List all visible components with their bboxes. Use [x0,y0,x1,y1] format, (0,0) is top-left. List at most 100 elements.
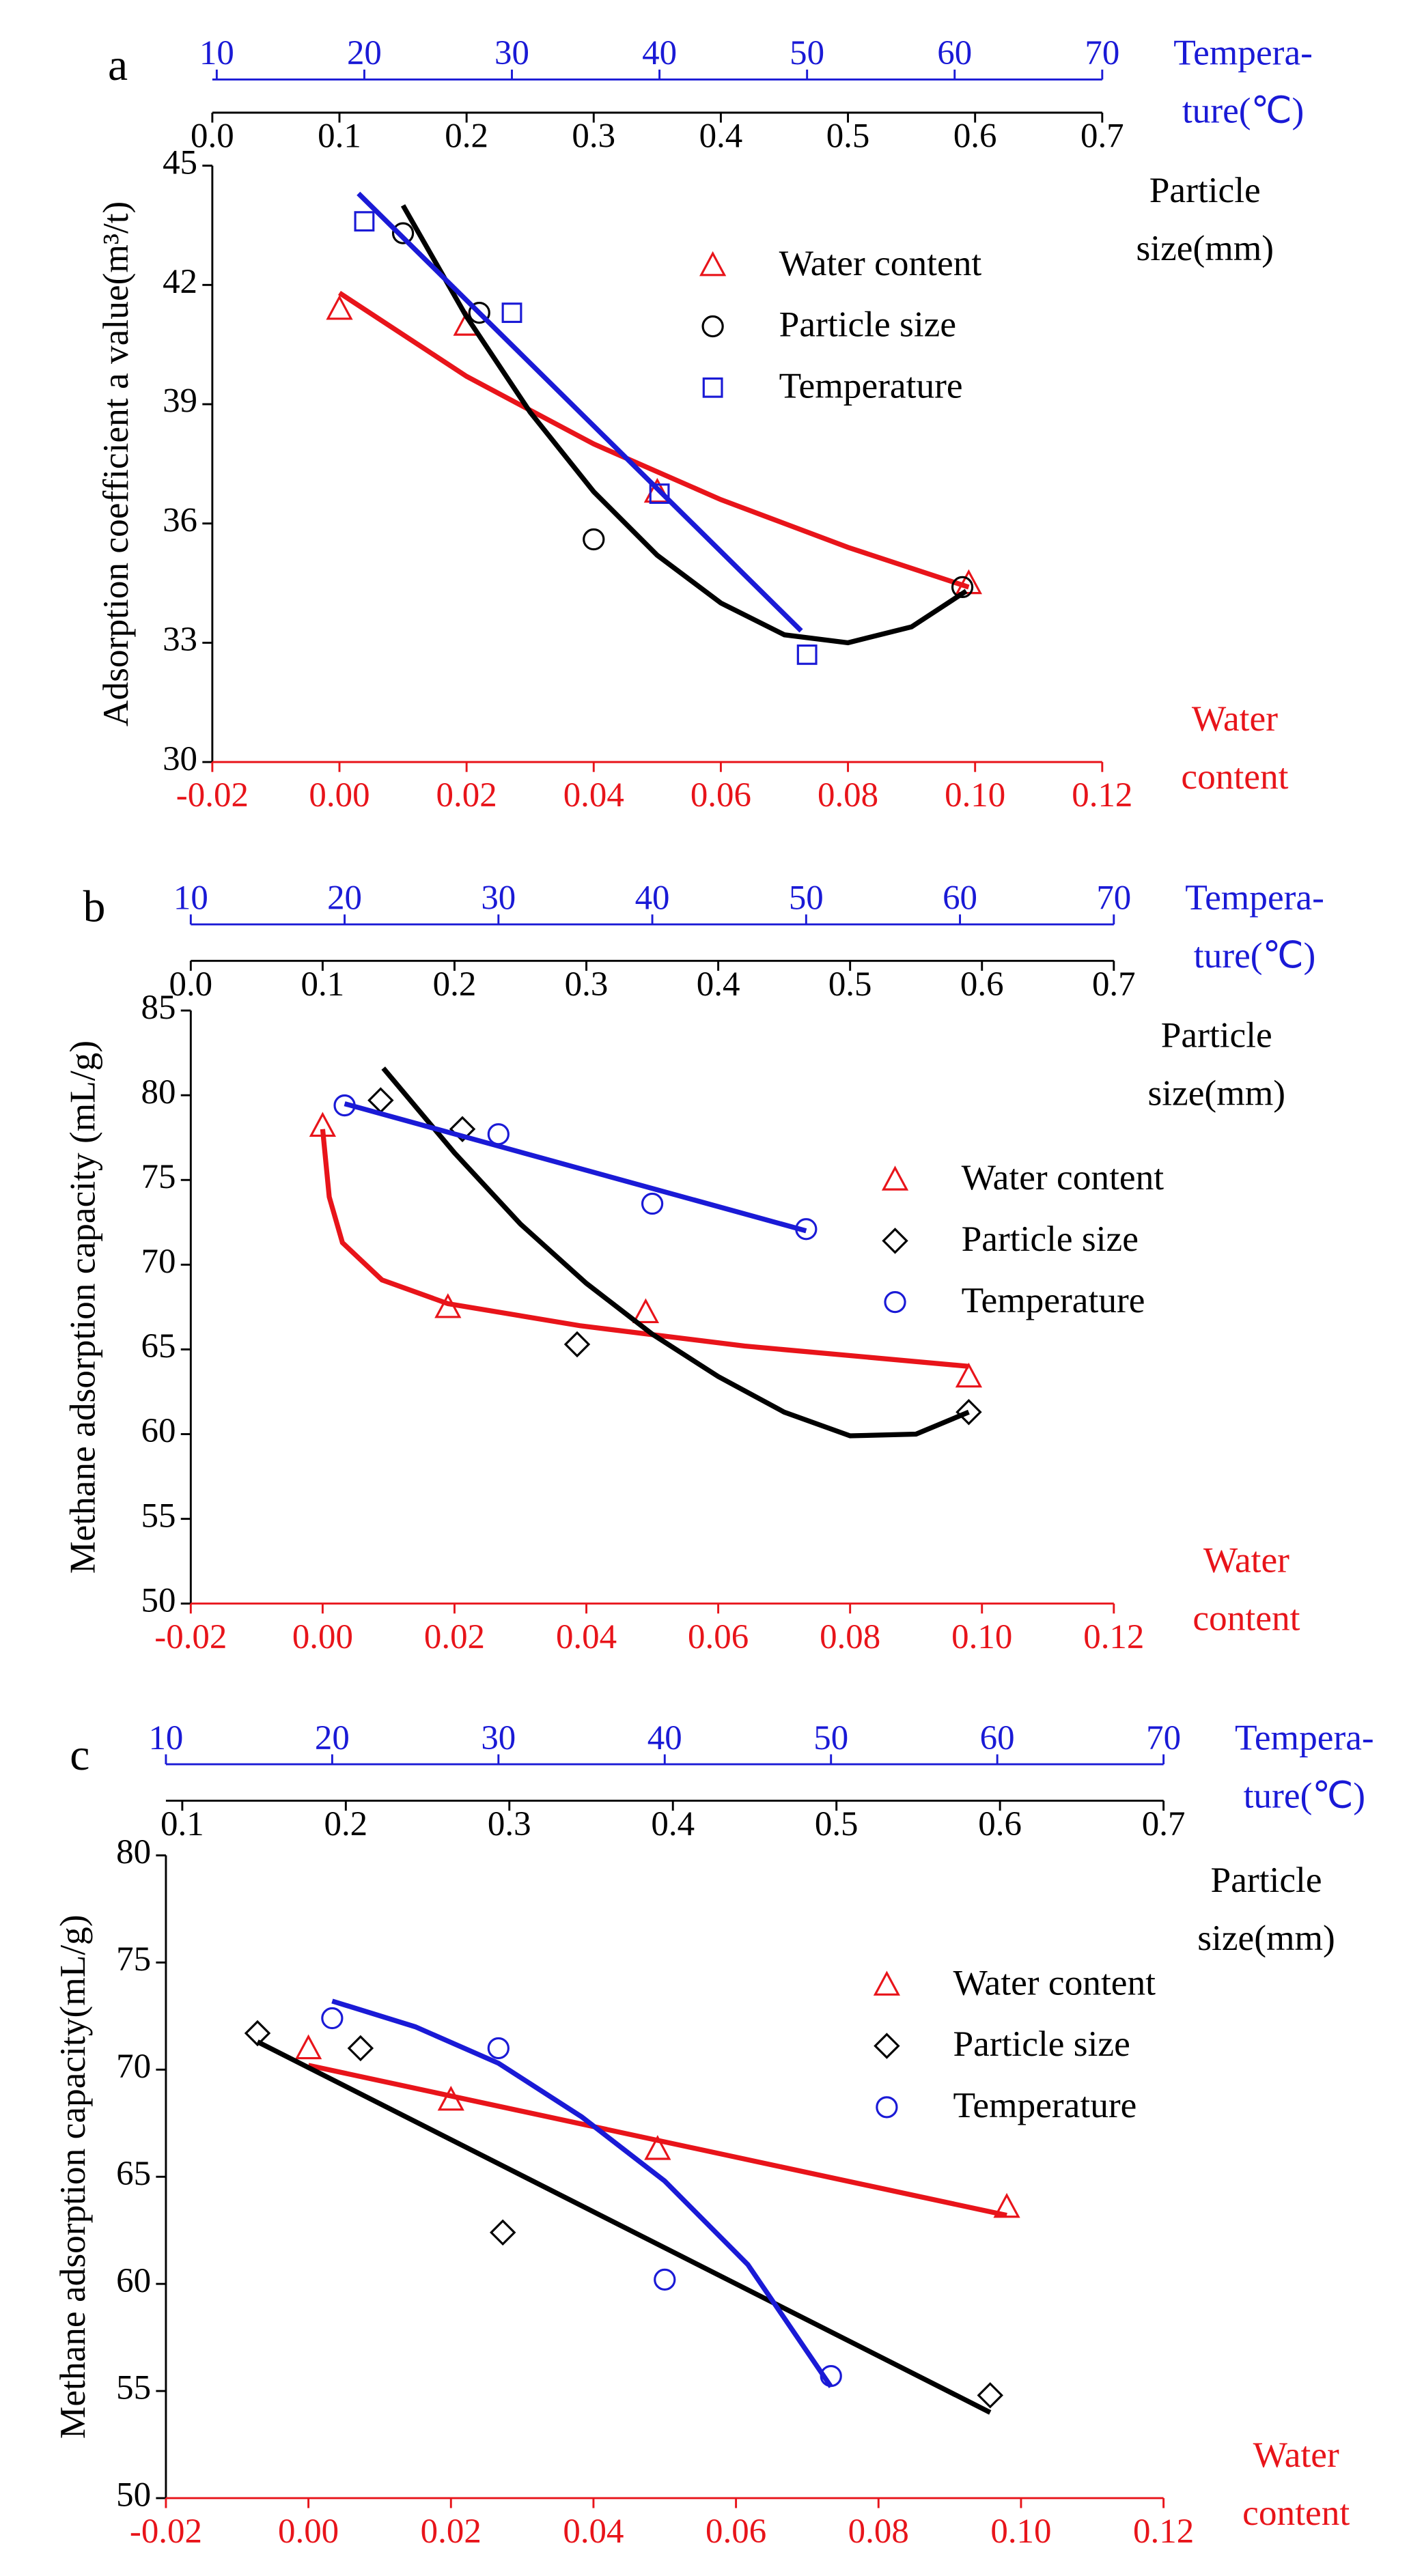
particle-tick-label: 0.5 [826,117,870,156]
particle-tick-label: 0.4 [699,117,743,156]
water-tick-label: 0.08 [848,2513,909,2551]
particle-tick-label: 0.1 [318,117,361,156]
particle-axis-title: size(mm) [1136,227,1274,268]
marker-circle [876,2096,898,2119]
y-tick-label: 85 [141,989,176,1027]
marker-circle [487,2037,510,2060]
marker-circle [583,528,605,551]
marker-diamond [489,2219,516,2246]
y-tick-label: 50 [141,1581,176,1619]
legend-label: Water content [953,1962,1156,2002]
water-axis-title: Water [1192,698,1278,739]
panel-label: c [70,1731,89,1780]
temperature-axis-title: ture(℃) [1244,1774,1365,1815]
water-tick-label: 0.02 [424,1618,485,1656]
marker-triangle [643,477,671,503]
water-tick-label: -0.02 [154,1618,227,1656]
temperature-tick-label: 50 [790,34,824,72]
marker-triangle [881,1165,909,1191]
y-tick-label: 60 [141,1412,176,1450]
temperature-axis-title: Tempera- [1235,1716,1374,1757]
water-tick-label: 0.10 [945,776,1005,815]
y-axis-title: Methane adsorption capacity(mL/g) [52,1914,93,2439]
temperature-tick-label: 20 [347,34,382,72]
particle-tick-label: 0.4 [697,965,740,1004]
particle-tick-label: 0.0 [169,965,212,1004]
marker-triangle [434,1293,462,1318]
particle-tick-label: 0.6 [953,117,997,156]
marker-triangle [309,1112,337,1137]
temperature-tick-label: 30 [494,34,529,72]
water-tick-label: 0.04 [563,776,624,815]
particle-tick-label: 0.1 [161,1805,204,1843]
temperature-axis-title: Tempera- [1185,877,1324,918]
water-tick-label: 0.02 [436,776,497,815]
marker-square [702,377,723,398]
water-axis-title: content [1242,2492,1350,2533]
marker-circle [468,301,490,324]
marker-triangle [632,1298,660,1323]
particle-tick-label: 0.2 [324,1805,367,1843]
y-tick-label: 30 [163,740,197,778]
fit-line [337,290,970,590]
water-tick-label: -0.02 [130,2513,202,2551]
legend-label: Particle size [953,2023,1130,2064]
fit-line [357,191,803,633]
water-axis-title: content [1192,1598,1300,1639]
water-tick-label: 0.10 [990,2513,1051,2551]
legend-label: Water content [962,1157,1164,1198]
fit-line [400,204,968,646]
marker-triangle [993,2192,1020,2218]
marker-circle [884,1290,906,1314]
marker-circle [795,1218,818,1241]
y-axis-title: Adsorption coefficient a value(m³/t) [95,201,136,726]
y-axis-title: Methane adsorption capacity (mL/g) [62,1041,103,1574]
marker-diamond [347,2035,374,2062]
particle-tick-label: 0.1 [301,965,345,1004]
temperature-tick-label: 70 [1096,879,1131,918]
water-axis-title: content [1181,756,1288,797]
particle-tick-label: 0.2 [433,965,477,1004]
water-tick-label: 0.00 [309,776,369,815]
y-tick-label: 80 [141,1073,176,1112]
y-tick-label: 45 [163,143,197,182]
particle-tick-label: 0.5 [815,1805,859,1843]
particle-tick-label: 0.6 [978,1805,1022,1843]
particle-tick-label: 0.5 [828,965,872,1004]
marker-square [501,302,522,324]
y-tick-label: 70 [141,1243,176,1281]
temperature-tick-label: 50 [789,879,824,918]
marker-circle [321,2007,344,2030]
marker-circle [951,576,974,599]
marker-diamond [244,2020,271,2047]
marker-diamond [977,2382,1003,2409]
marker-triangle [955,569,983,595]
temperature-tick-label: 60 [980,1719,1015,1757]
y-tick-label: 70 [116,2048,151,2086]
fit-line [320,1129,969,1369]
marker-circle [333,1094,356,1117]
y-tick-label: 75 [116,1940,151,1979]
marker-triangle [437,2085,464,2111]
particle-tick-label: 0.2 [445,117,488,156]
temperature-tick-label: 40 [635,879,670,918]
y-tick-label: 60 [116,2262,151,2300]
marker-square [796,644,818,665]
fit-line [256,2039,992,2415]
y-tick-label: 65 [141,1327,176,1365]
marker-circle [654,2268,676,2291]
temperature-axis-title: Tempera- [1173,32,1313,73]
particle-axis-title: size(mm) [1147,1073,1285,1114]
particle-tick-label: 0.4 [651,1805,695,1843]
particle-axis-title: Particle [1149,169,1261,210]
water-tick-label: 0.00 [292,1618,353,1656]
y-tick-label: 55 [141,1497,176,1535]
marker-diamond [955,1399,982,1426]
temperature-tick-label: 10 [148,1719,183,1757]
water-tick-label: 0.08 [818,776,878,815]
water-tick-label: 0.10 [951,1618,1012,1656]
legend-label: Water content [779,242,982,283]
marker-square [354,211,375,232]
